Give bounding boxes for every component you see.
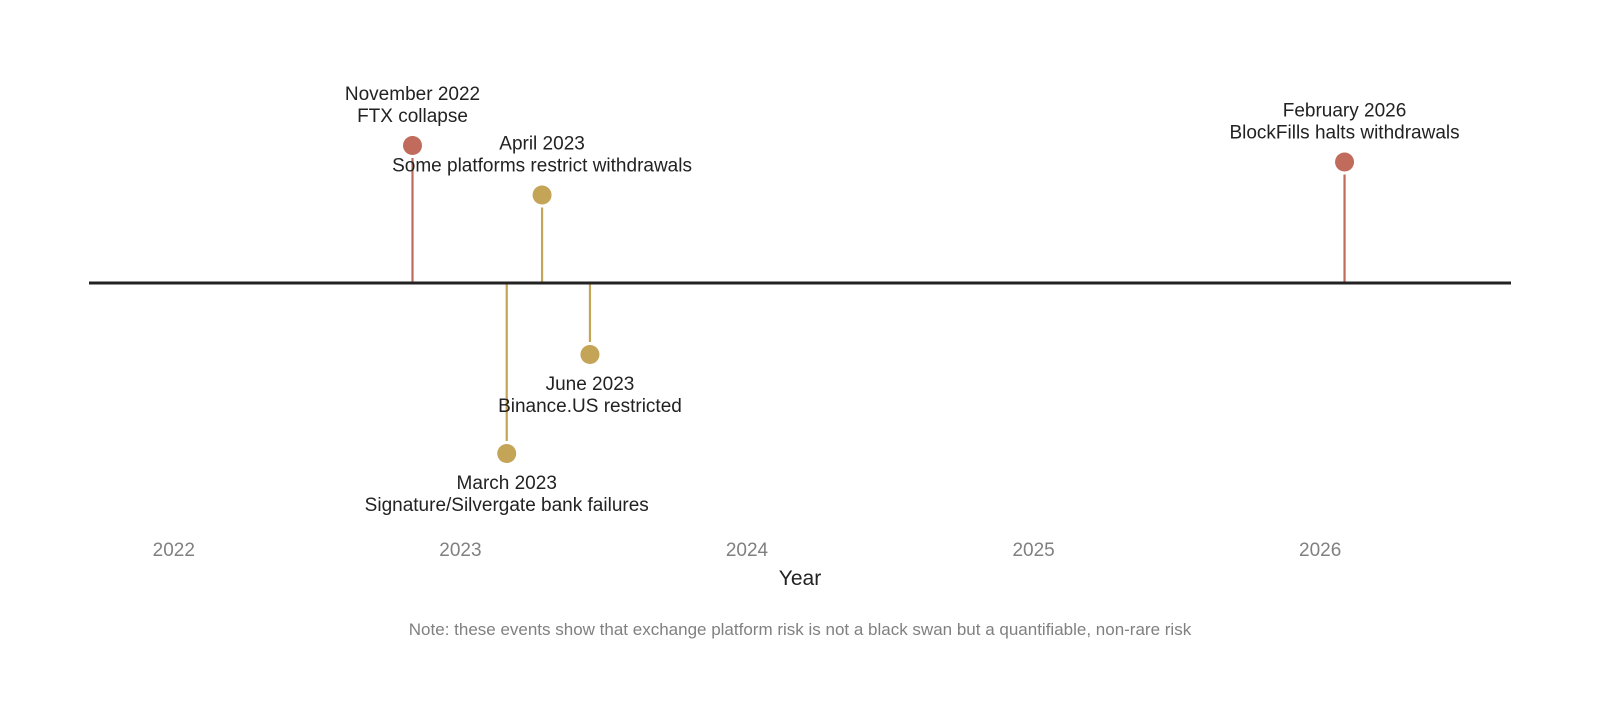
event-stems [411, 158, 1346, 441]
event-date-label: November 2022 [345, 84, 480, 105]
x-tick-label: 2023 [439, 540, 481, 561]
chart-note: Note: these events show that exchange pl… [409, 620, 1192, 639]
x-tick-label: 2024 [726, 540, 769, 561]
event-marker [403, 136, 423, 155]
event-description-label: Binance.US restricted [498, 396, 682, 417]
event-description-label: Some platforms restrict withdrawals [392, 156, 692, 177]
x-tick-label: 2026 [1299, 540, 1341, 561]
event-marker [580, 345, 600, 364]
event-markers [403, 136, 1355, 463]
x-tick-label: 2025 [1012, 540, 1054, 561]
event-description-label: BlockFills halts withdrawals [1229, 123, 1459, 144]
x-axis-title: Year [779, 567, 821, 590]
event-description-label: FTX collapse [357, 106, 468, 127]
x-tick-label: 2022 [153, 540, 195, 561]
event-date-label: March 2023 [457, 473, 557, 494]
event-marker [497, 444, 517, 463]
event-date-label: June 2023 [546, 374, 635, 395]
event-marker [532, 185, 552, 205]
event-description-label: Signature/Silvergate bank failures [365, 495, 649, 516]
event-date-label: April 2023 [499, 134, 585, 155]
x-axis-tick-labels: 2022 2023 2024 2025 2026 [153, 540, 1342, 561]
event-date-label: February 2026 [1283, 101, 1407, 122]
event-marker [1335, 152, 1355, 172]
